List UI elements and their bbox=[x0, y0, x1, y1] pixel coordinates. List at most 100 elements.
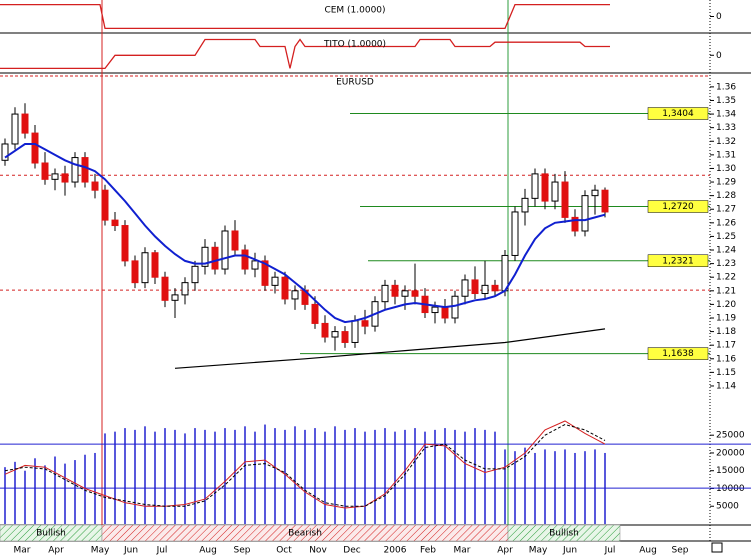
candle-body bbox=[471, 279, 479, 295]
x-tick-label: Feb bbox=[420, 546, 436, 556]
level-label: 1,2321 bbox=[662, 256, 694, 266]
y-tick-label: 0 bbox=[716, 12, 722, 22]
y-tick-label: 1.21 bbox=[716, 286, 736, 296]
y-tick-label: 0 bbox=[716, 51, 722, 61]
y-tick-label: 10000 bbox=[716, 484, 745, 494]
candle-body bbox=[11, 113, 19, 145]
y-tick-label: 1.22 bbox=[716, 273, 736, 283]
regime-label: Bearish bbox=[288, 529, 322, 539]
y-tick-label: 1.25 bbox=[716, 232, 736, 242]
candle-body bbox=[121, 225, 129, 262]
y-tick-label: 1.30 bbox=[716, 164, 736, 174]
y-tick-label: 15000 bbox=[716, 466, 745, 476]
x-tick-label: Mar bbox=[454, 546, 471, 556]
panel-title: TITO (1.0000) bbox=[323, 40, 386, 50]
regime-label: Bullish bbox=[549, 529, 579, 539]
candle-body bbox=[271, 276, 279, 286]
candle-body bbox=[331, 331, 339, 338]
y-tick-label: 1.19 bbox=[716, 313, 736, 323]
y-tick-label: 1.17 bbox=[716, 341, 736, 351]
candle-body bbox=[281, 276, 289, 300]
candle-body bbox=[601, 189, 609, 213]
candle-body bbox=[571, 216, 579, 232]
level-label-box bbox=[647, 107, 709, 120]
candle-body bbox=[451, 295, 459, 319]
candle-body bbox=[521, 197, 529, 213]
x-tick-label: May bbox=[529, 546, 548, 556]
y-tick-label: 1.20 bbox=[716, 300, 736, 310]
candle-body bbox=[41, 162, 49, 180]
candle-body bbox=[71, 157, 79, 183]
candle-body bbox=[91, 181, 99, 191]
candle-body bbox=[111, 219, 119, 227]
candle-body bbox=[251, 260, 259, 270]
candle-body bbox=[101, 189, 109, 221]
candle-body bbox=[381, 284, 389, 303]
candle-body bbox=[81, 157, 89, 183]
level-label-box bbox=[647, 200, 709, 213]
candle-body bbox=[481, 284, 489, 295]
level-label: 1,3404 bbox=[662, 109, 694, 119]
level-label-box bbox=[647, 254, 709, 268]
y-tick-label: 1.33 bbox=[716, 123, 736, 133]
x-tick-label: Jul bbox=[156, 546, 168, 556]
x-tick-label: Apr bbox=[497, 546, 513, 556]
x-tick-label: Aug bbox=[199, 546, 217, 556]
y-tick-label: 1.24 bbox=[716, 246, 736, 256]
oscillator-line bbox=[4, 420, 606, 509]
indicator-line bbox=[0, 38, 610, 70]
x-tick-label: Jun bbox=[123, 546, 138, 556]
candle-body bbox=[261, 260, 269, 286]
candle-body bbox=[31, 132, 39, 164]
y-tick-label: 1.14 bbox=[716, 381, 736, 391]
candle-body bbox=[231, 230, 239, 251]
candle-body bbox=[51, 173, 59, 180]
level-label-box bbox=[647, 347, 709, 360]
candle-body bbox=[361, 320, 369, 327]
y-tick-label: 1.26 bbox=[716, 218, 736, 228]
candle-body bbox=[441, 306, 449, 319]
candle-body bbox=[591, 189, 599, 197]
y-tick-label: 1.18 bbox=[716, 327, 736, 337]
y-tick-label: 1.34 bbox=[716, 110, 736, 120]
regime-band bbox=[507, 524, 621, 542]
y-tick-label: 20000 bbox=[716, 448, 745, 458]
candle-body bbox=[191, 265, 199, 284]
candle-body bbox=[551, 181, 559, 202]
candle-body bbox=[341, 331, 349, 343]
candle-body bbox=[411, 290, 419, 297]
x-tick-label: Oct bbox=[276, 546, 292, 556]
x-tick-label: May bbox=[91, 546, 110, 556]
y-tick-label: 1.16 bbox=[716, 354, 736, 364]
y-tick-label: 1.31 bbox=[716, 150, 736, 160]
candle-body bbox=[61, 173, 69, 183]
candle-body bbox=[21, 113, 29, 134]
candle-body bbox=[581, 195, 589, 232]
candle-body bbox=[131, 260, 139, 284]
panel-title: CEM (1.0000) bbox=[324, 6, 385, 16]
level-label: 1,1638 bbox=[662, 349, 694, 359]
y-tick-label: 1.27 bbox=[716, 205, 736, 215]
panel-title: EURUSD bbox=[336, 78, 374, 88]
candle-body bbox=[541, 173, 549, 202]
candle-body bbox=[311, 303, 319, 324]
candle-body bbox=[511, 211, 519, 256]
candle-body bbox=[241, 249, 249, 270]
candle-body bbox=[321, 322, 329, 338]
y-tick-label: 1.36 bbox=[716, 82, 736, 92]
x-tick-label: Aug bbox=[639, 546, 657, 556]
y-tick-label: 1.35 bbox=[716, 96, 736, 106]
level-label: 1,2720 bbox=[662, 202, 694, 212]
candle-body bbox=[531, 173, 539, 199]
x-tick-label: 2006 bbox=[384, 546, 407, 556]
settings-icon[interactable] bbox=[711, 542, 723, 553]
candle-body bbox=[1, 143, 9, 161]
candle-body bbox=[491, 284, 499, 292]
y-tick-label: 25000 bbox=[716, 431, 745, 441]
candle-body bbox=[211, 246, 219, 270]
y-tick-label: 1.15 bbox=[716, 368, 736, 378]
regime-label: Bullish bbox=[36, 529, 66, 539]
candle-body bbox=[291, 290, 299, 300]
candle-body bbox=[151, 252, 159, 278]
